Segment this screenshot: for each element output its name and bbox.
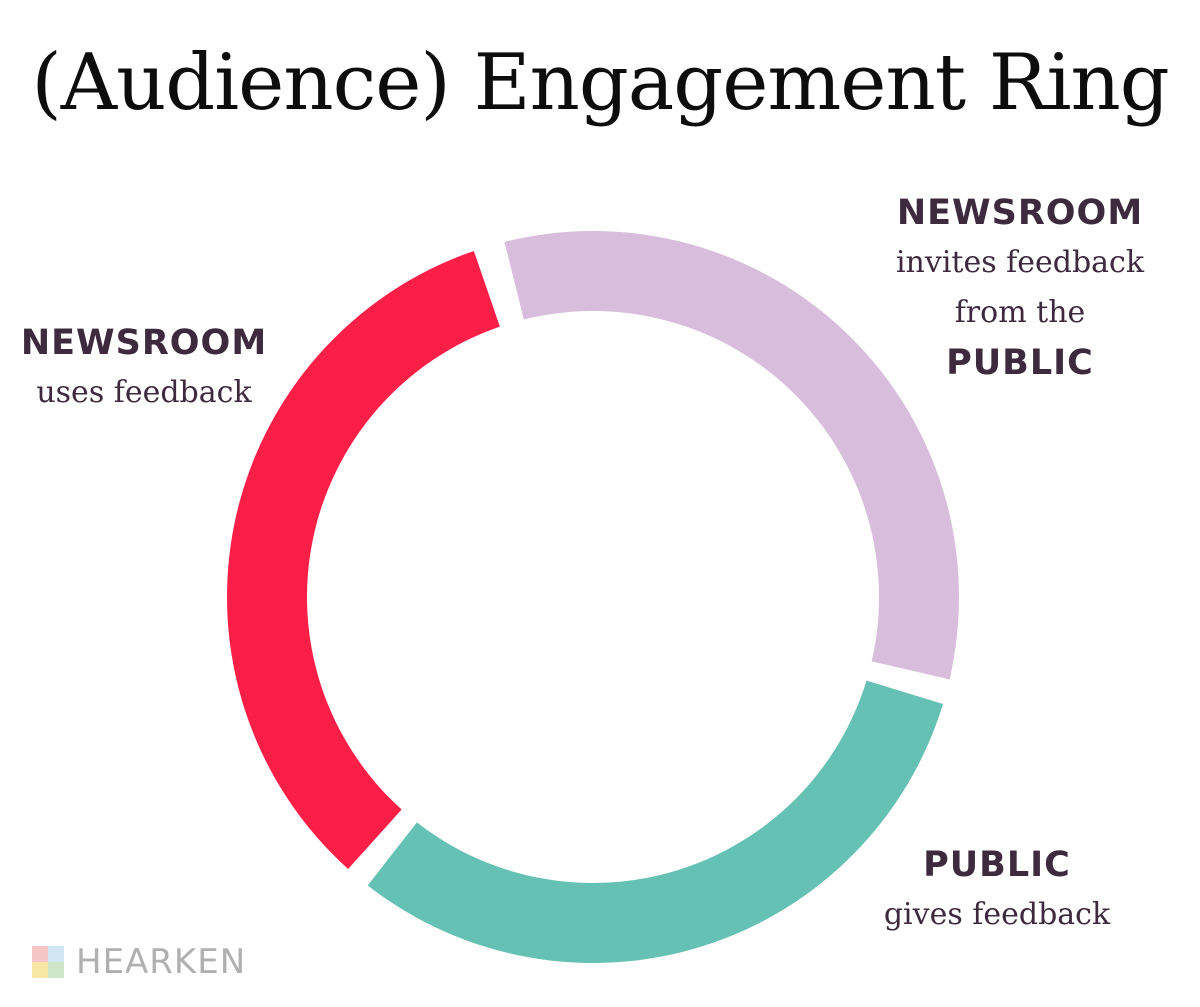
newsroom-invites-segment [504,231,959,680]
label-newsroom-uses-heading: NEWSROOM [20,323,268,363]
label-newsroom-invites-heading: NEWSROOM [896,193,1144,233]
label-newsroom-uses: NEWSROOM uses feedback [14,318,274,418]
label-public-gives-text: gives feedback [883,897,1111,932]
brand-name: HEARKEN [76,942,247,982]
label-newsroom-invites-text-2: from the [954,295,1086,330]
label-public-gives: PUBLIC gives feedback [852,840,1142,940]
label-newsroom-invites-text-1: invites feedback [895,245,1145,280]
hearken-logo: HEARKEN [32,945,246,979]
label-newsroom-uses-text: uses feedback [36,375,252,410]
label-newsroom-invites-public: PUBLIC [946,343,1094,383]
hearken-mark-icon [32,946,64,978]
newsroom-uses-segment [226,250,500,869]
label-public-gives-heading: PUBLIC [923,845,1071,885]
public-gives-segment [367,680,944,963]
label-newsroom-invites: NEWSROOM invites feedback from the PUBLI… [860,188,1180,388]
page-title: (Audience) Engagement Ring [31,38,1169,128]
